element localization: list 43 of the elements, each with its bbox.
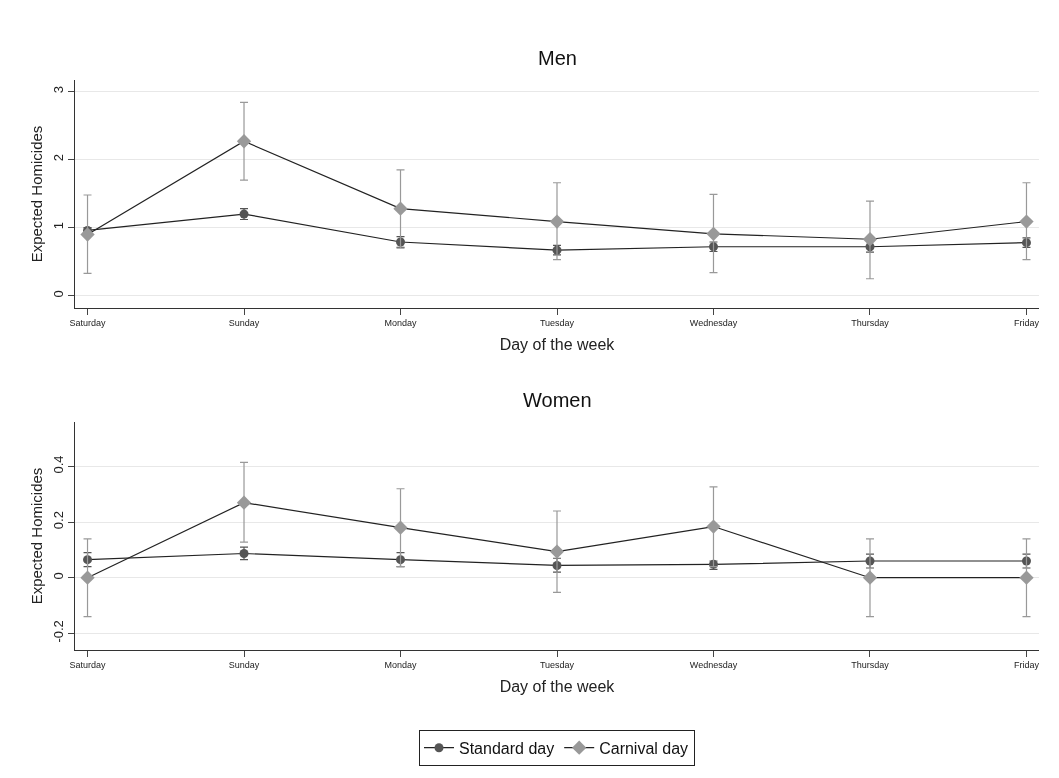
- point: [236, 134, 252, 149]
- y-tick-label: 0: [50, 290, 66, 298]
- point: [706, 519, 721, 534]
- chart-title: Men: [538, 47, 577, 69]
- x-tick-label: Tuesday: [539, 659, 575, 670]
- y-tick-label: 0: [50, 572, 66, 580]
- point: [393, 201, 408, 216]
- point: [862, 232, 878, 247]
- chart-title: Women: [523, 389, 592, 411]
- point: [393, 520, 408, 535]
- legend-label: Carnival day: [599, 739, 689, 757]
- y-tick-label: 0.4: [50, 455, 66, 474]
- x-tick-label: Monday: [384, 659, 418, 670]
- y-tick-label: 0.2: [50, 511, 66, 530]
- y-tick-label: 2: [50, 154, 66, 162]
- point: [862, 570, 878, 585]
- y-axis-title: Expected Homicides: [28, 467, 46, 605]
- x-tick-label: Sunday: [228, 317, 260, 328]
- x-tick-label: Tuesday: [539, 317, 575, 328]
- y-tick-label: -0.2: [50, 620, 66, 643]
- y-axis-title: Expected Homicides: [28, 125, 46, 263]
- point: [706, 226, 721, 241]
- x-tick-label: Friday: [1013, 317, 1040, 328]
- x-tick-label: Saturday: [69, 317, 107, 328]
- point: [80, 570, 95, 585]
- x-tick-label: Thursday: [851, 659, 890, 670]
- point: [1019, 570, 1034, 585]
- legend-label: Standard day: [459, 739, 555, 757]
- x-tick-label: Wednesday: [689, 659, 738, 670]
- x-tick-label: Sunday: [228, 659, 260, 670]
- y-tick-label: 1: [50, 222, 66, 230]
- x-tick-label: Thursday: [851, 317, 890, 328]
- y-tick-label: 3: [50, 86, 66, 94]
- point: [549, 544, 565, 559]
- x-tick-label: Monday: [384, 317, 418, 328]
- x-axis-title: Day of the week: [499, 678, 616, 696]
- x-axis-title: Day of the week: [499, 336, 616, 354]
- x-tick-label: Saturday: [69, 659, 107, 670]
- point: [236, 495, 252, 510]
- x-tick-label: Friday: [1013, 659, 1040, 670]
- point: [1019, 214, 1034, 229]
- x-tick-label: Wednesday: [689, 317, 738, 328]
- point: [549, 214, 565, 229]
